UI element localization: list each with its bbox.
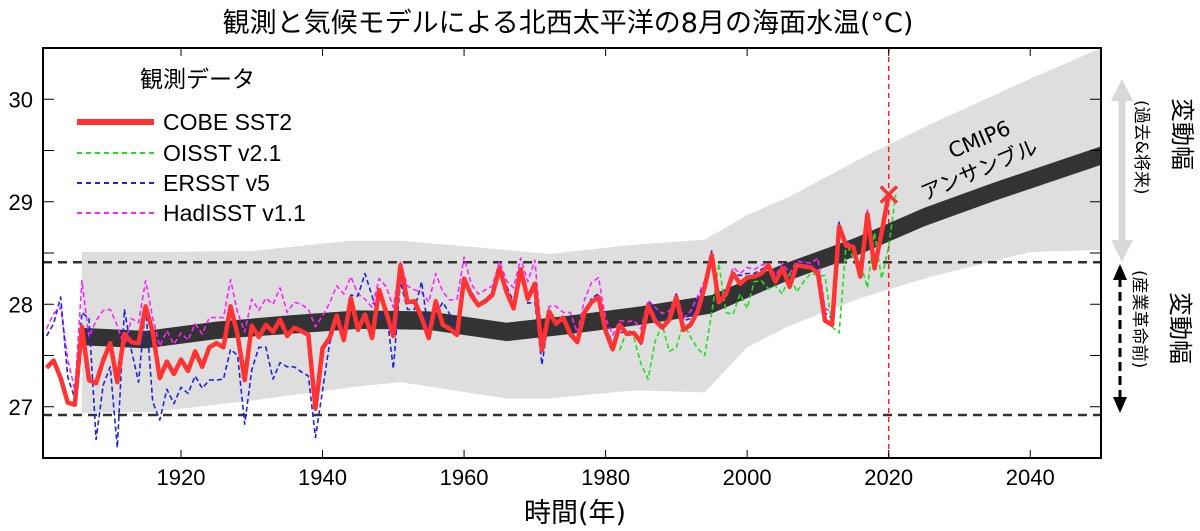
x-tick-label: 2020 bbox=[864, 465, 913, 490]
range-all-indicator: (過去&将来) 変動幅 bbox=[1111, 79, 1196, 262]
x-tick-label: 2000 bbox=[723, 465, 772, 490]
x-tick-label: 1920 bbox=[157, 465, 206, 490]
x-tick-label: 2040 bbox=[1006, 465, 1055, 490]
y-tick-label: 27 bbox=[9, 395, 33, 420]
legend: 観測データ COBE SST2 OISST v2.1 ERSST v5 HadI… bbox=[77, 67, 306, 226]
y-tick-label: 29 bbox=[9, 190, 33, 215]
observation-series-layer bbox=[44, 194, 897, 449]
range-pi-label: 変動幅 bbox=[1166, 292, 1194, 364]
range-all-sublabel: (過去&将来) bbox=[1131, 100, 1151, 195]
legend-label-ersst: ERSST v5 bbox=[163, 170, 270, 196]
marker-2020-x bbox=[879, 185, 898, 204]
y-tick-label: 28 bbox=[9, 292, 33, 317]
ensemble-mean-band bbox=[81, 146, 1101, 349]
range-all-arrow-down-icon bbox=[1111, 240, 1133, 262]
range-pi-sublabel: (産業革命前) bbox=[1129, 270, 1149, 368]
x-tick-label: 1980 bbox=[581, 465, 630, 490]
x-tick-label: 1940 bbox=[298, 465, 347, 490]
range-pi-arrow-up-icon bbox=[1113, 264, 1127, 280]
legend-label-cobe: COBE SST2 bbox=[163, 109, 292, 135]
ticks-layer: 1920 1940 1960 1980 2000 2020 2040 27 28 29 30 bbox=[9, 48, 1101, 490]
range-pi-arrow-down-icon bbox=[1113, 397, 1127, 413]
ensemble-spread-layer bbox=[81, 48, 1101, 413]
legend-label-oisst: OISST v2.1 bbox=[163, 140, 281, 166]
legend-title: 観測データ bbox=[140, 67, 255, 93]
range-all-label: 変動幅 bbox=[1168, 98, 1196, 170]
series-oisst-v2-1 bbox=[619, 194, 897, 380]
chart-title: 観測と気候モデルによる北西太平洋の8月の海面水温(°C) bbox=[223, 8, 914, 39]
marker-layer bbox=[879, 185, 899, 204]
ensemble-mean-layer bbox=[81, 146, 1101, 349]
legend-label-hadisst: HadISST v1.1 bbox=[163, 200, 306, 226]
series-cobe-sst2 bbox=[44, 194, 891, 412]
range-all-arrow-up-icon bbox=[1111, 79, 1133, 101]
ensemble-spread-band bbox=[81, 48, 1101, 413]
reference-lines-layer bbox=[43, 48, 1101, 458]
x-axis-label: 時間(年) bbox=[524, 498, 626, 529]
x-tick-label: 1960 bbox=[440, 465, 489, 490]
range-pi-indicator: (産業革命前) 変動幅 bbox=[1113, 264, 1194, 413]
y-tick-label: 30 bbox=[9, 87, 33, 112]
series-hadisst-v1-1 bbox=[45, 195, 890, 392]
